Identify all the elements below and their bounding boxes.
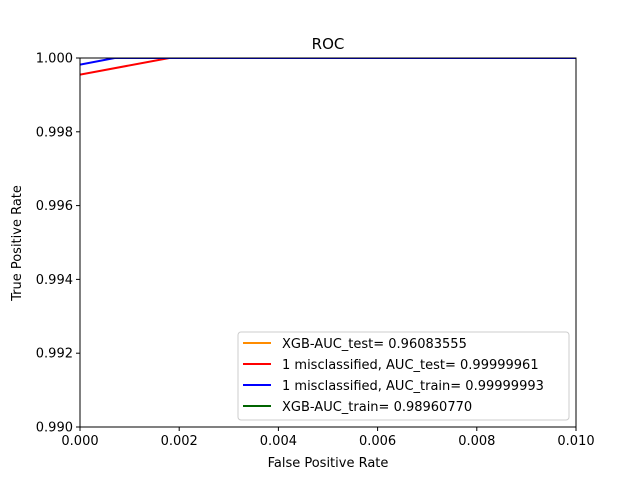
x-tick-label: 0.006 — [359, 434, 396, 449]
y-tick-label: 0.992 — [36, 347, 73, 362]
plot-frame — [79, 57, 577, 428]
series-line-1 — [80, 58, 576, 76]
legend: XGB-AUC_test= 0.96083555 1 misclassified,… — [237, 331, 570, 421]
legend-label: 1 misclassified, AUC_test= 0.99999961 — [282, 358, 539, 373]
chart-title: ROC — [312, 35, 345, 53]
x-tick-label: 0.008 — [458, 434, 495, 449]
series-layer — [80, 58, 576, 76]
y-axis: 0.990 0.992 0.994 0.996 0.998 1.000 — [36, 52, 80, 436]
x-tick-label: 0.002 — [161, 434, 198, 449]
y-tick-label: 0.990 — [36, 421, 73, 436]
legend-label: XGB-AUC_test= 0.96083555 — [282, 337, 467, 352]
y-tick-label: 1.000 — [36, 52, 73, 67]
series-line-2 — [80, 58, 576, 66]
x-tick-label: 0.004 — [260, 434, 297, 449]
y-tick-label: 0.996 — [36, 199, 73, 214]
legend-label: 1 misclassified, AUC_train= 0.99999993 — [282, 379, 544, 394]
y-tick-label: 0.994 — [36, 273, 73, 288]
legend-box — [237, 331, 570, 421]
x-axis-title: False Positive Rate — [268, 456, 389, 471]
x-tick-label: 0.010 — [557, 434, 594, 449]
legend-label: XGB-AUC_train= 0.98960770 — [282, 400, 472, 415]
y-axis-title: True Positive Rate — [10, 185, 25, 302]
x-tick-label: 0.000 — [61, 434, 98, 449]
x-axis: 0.000 0.002 0.004 0.006 0.008 0.010 — [61, 427, 595, 449]
y-tick-label: 0.998 — [36, 125, 73, 140]
